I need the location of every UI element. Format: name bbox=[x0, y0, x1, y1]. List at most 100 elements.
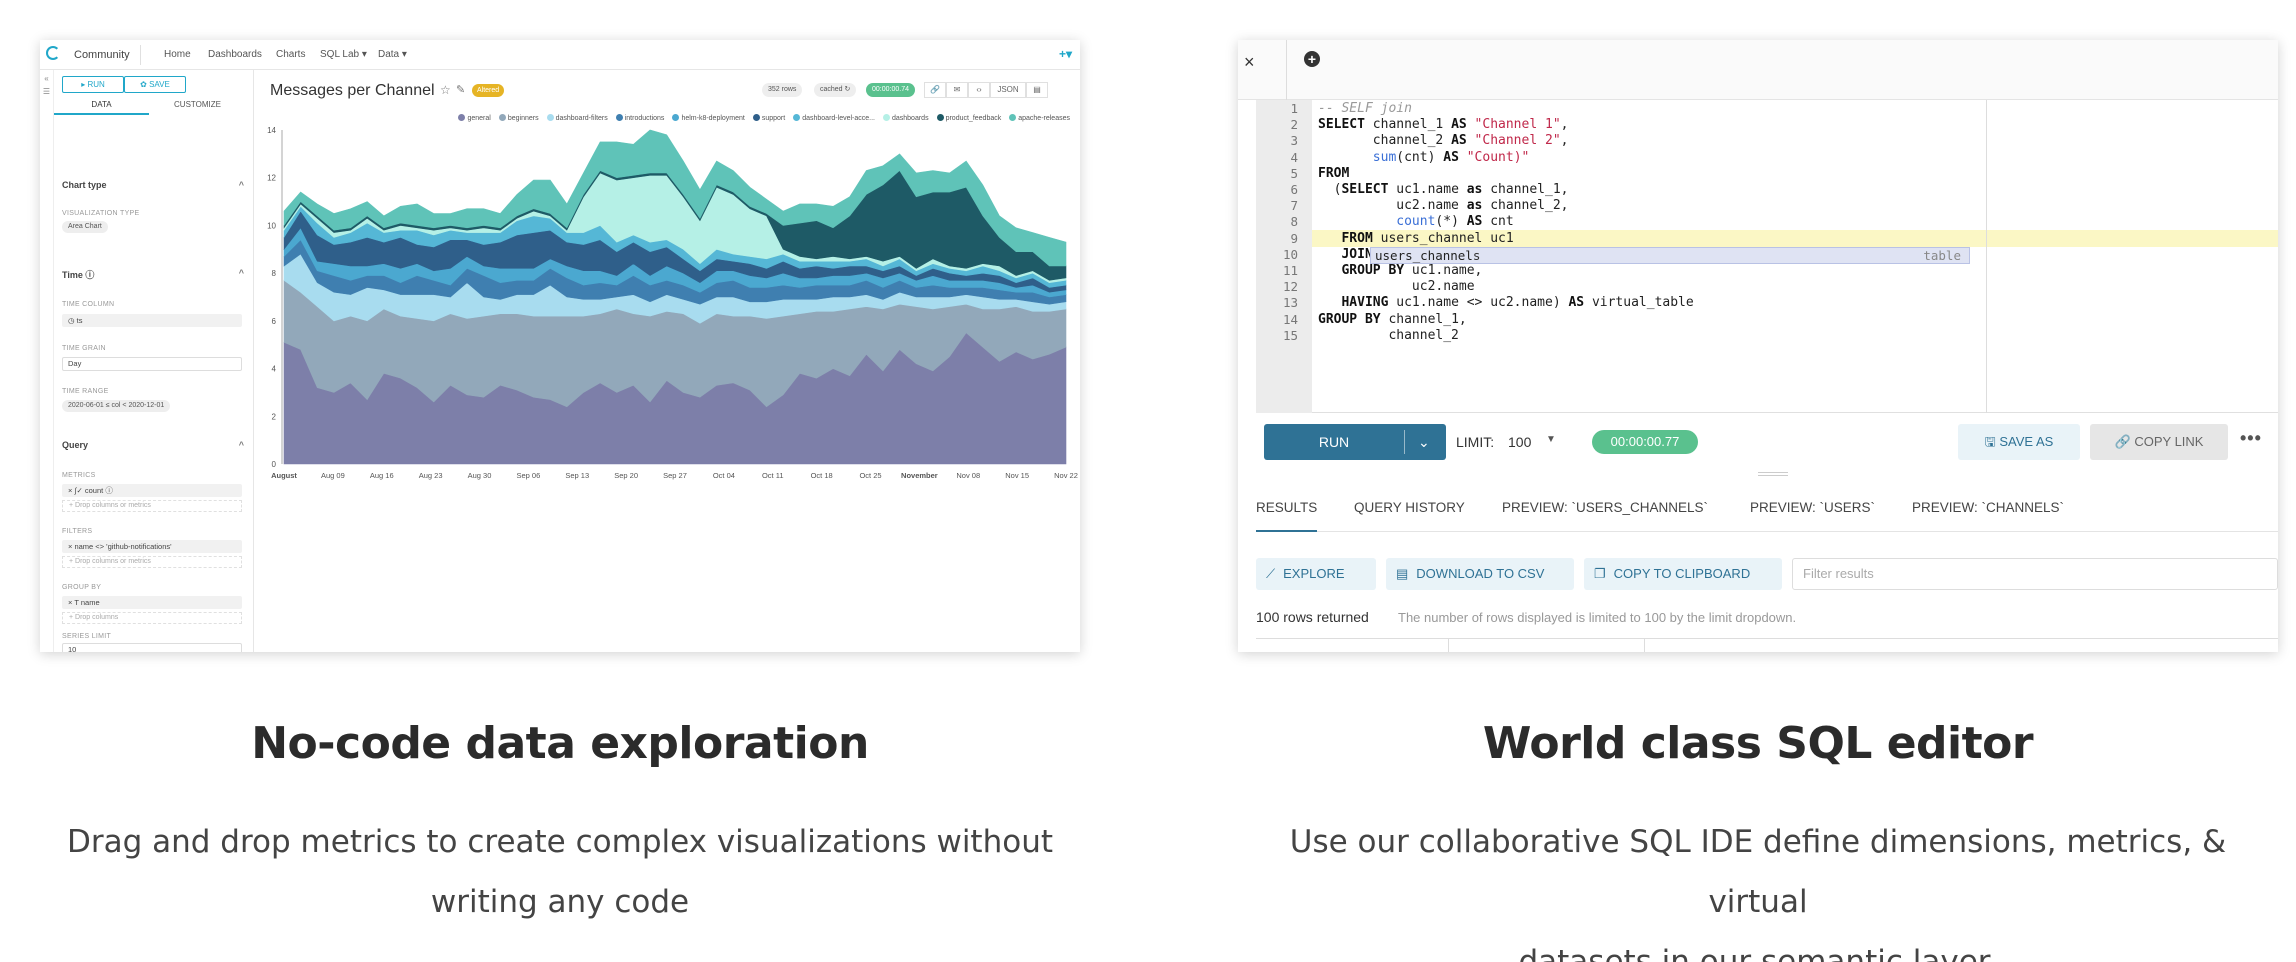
chart-line-icon: ⟋ bbox=[1266, 566, 1276, 581]
nav-home[interactable]: Home bbox=[164, 49, 191, 60]
left-caption-title: No-code data exploration bbox=[251, 718, 869, 769]
legend-swatch bbox=[615, 114, 623, 121]
cached-badge[interactable]: cached ↻ bbox=[814, 83, 857, 97]
star-icon[interactable]: ☆ bbox=[440, 83, 451, 97]
time-range-value[interactable]: 2020-06-01 ≤ col < 2020-12-01 bbox=[62, 400, 171, 412]
list-icon[interactable]: ☰ bbox=[42, 87, 51, 96]
link-icon[interactable]: 🔗 bbox=[924, 82, 946, 98]
x-tick-label: Aug 23 bbox=[419, 471, 443, 480]
legend-swatch bbox=[752, 114, 760, 121]
tab-preview-channels[interactable]: PREVIEW: `CHANNELS` bbox=[1912, 500, 2065, 515]
run-query-button[interactable]: RUN ⌄ bbox=[1264, 424, 1446, 460]
tab-data[interactable]: DATA bbox=[54, 100, 149, 115]
metric-item[interactable]: × ∫✓ count ⓘ bbox=[62, 484, 242, 497]
filter-results-input[interactable]: Filter results bbox=[1792, 558, 2278, 590]
area-series-apache-releases[interactable] bbox=[283, 129, 1067, 267]
download-csv-button[interactable]: ▤ DOWNLOAD TO CSV bbox=[1386, 558, 1574, 590]
altered-badge[interactable]: Altered bbox=[472, 84, 505, 97]
legend-item[interactable]: beginners bbox=[498, 114, 539, 122]
nav-data[interactable]: Data ▾ bbox=[378, 49, 407, 60]
close-tab-icon[interactable]: × bbox=[1244, 52, 1255, 72]
embed-code-icon[interactable]: ‹› bbox=[968, 82, 990, 98]
legend-swatch bbox=[936, 114, 944, 121]
x-tick-label: Nov 15 bbox=[1005, 471, 1029, 480]
x-tick-label: Nov 08 bbox=[956, 471, 980, 480]
save-button[interactable]: ✿ SAVE bbox=[124, 76, 186, 93]
line-number: 4 bbox=[1290, 149, 1298, 165]
save-as-label: SAVE AS bbox=[1999, 434, 2054, 449]
time-column-field[interactable]: ◷ ts bbox=[62, 314, 242, 327]
explore-button[interactable]: ⟋ EXPLORE bbox=[1256, 558, 1376, 590]
tab-preview-users[interactable]: PREVIEW: `USERS` bbox=[1750, 500, 1876, 515]
legend-item[interactable]: dashboard-level-acce... bbox=[793, 114, 875, 122]
chevron-up-icon: ^ bbox=[238, 440, 244, 450]
chart-panel: Messages per Channel ☆ ✎ Altered 352 row… bbox=[254, 70, 1080, 652]
legend-label: beginners bbox=[507, 115, 539, 122]
legend-item[interactable]: apache-releases bbox=[1009, 114, 1070, 122]
results-grid bbox=[1256, 638, 2278, 652]
metrics-drop-zone[interactable]: + Drop columns or metrics bbox=[62, 500, 242, 512]
resize-handle[interactable] bbox=[1758, 472, 1788, 476]
tab-customize[interactable]: CUSTOMIZE bbox=[174, 100, 221, 109]
plus-menu-icon[interactable]: +▾ bbox=[1058, 47, 1072, 61]
tab-query-history[interactable]: QUERY HISTORY bbox=[1354, 500, 1465, 515]
email-icon[interactable]: ✉ bbox=[946, 82, 968, 98]
chart-type-section[interactable]: Chart type ^ bbox=[62, 180, 246, 190]
viz-type-value[interactable]: Area Chart bbox=[62, 221, 108, 233]
tab-results[interactable]: RESULTS bbox=[1256, 498, 1318, 532]
copy-clipboard-button[interactable]: ❐ COPY TO CLIPBOARD bbox=[1584, 558, 1782, 590]
rows-limit-note: The number of rows displayed is limited … bbox=[1398, 610, 1797, 625]
group-by-label: GROUP BY bbox=[62, 584, 102, 591]
legend-swatch bbox=[498, 114, 506, 121]
y-tick-label: 2 bbox=[272, 412, 277, 421]
code-line: FROM users_channel uc1 bbox=[1341, 230, 1514, 246]
chevron-down-icon[interactable]: ⌄ bbox=[1418, 434, 1430, 450]
results-actions: ⟋ EXPLORE ▤ DOWNLOAD TO CSV ❐ COPY TO CLIPB… bbox=[1256, 558, 2278, 590]
sql-toolbar: RUN ⌄ LIMIT: 100 ▼ 00:00:00.77 🖫 SAVE AS… bbox=[1256, 420, 2278, 464]
tab-preview-users-channels[interactable]: PREVIEW: `USERS_CHANNELS` bbox=[1502, 500, 1709, 515]
series-limit-label: SERIES LIMIT bbox=[62, 633, 112, 640]
legend-item[interactable]: product_feedback bbox=[936, 114, 1001, 122]
more-options-icon[interactable]: ••• bbox=[2240, 428, 2262, 448]
run-button[interactable]: ▸ RUN bbox=[62, 76, 124, 93]
save-as-button[interactable]: 🖫 SAVE AS bbox=[1958, 424, 2080, 460]
filter-item[interactable]: × name <> 'github-notifications' bbox=[62, 540, 242, 553]
limit-dropdown[interactable]: 100 bbox=[1508, 434, 1532, 450]
json-button[interactable]: JSON bbox=[990, 82, 1026, 98]
legend-item[interactable]: support bbox=[752, 114, 785, 122]
superset-logo-icon[interactable] bbox=[46, 46, 60, 60]
legend-item[interactable]: introductions bbox=[615, 114, 665, 122]
query-section[interactable]: Query ^ bbox=[62, 440, 246, 450]
legend-label: introductions bbox=[624, 115, 665, 122]
nav-dashboards[interactable]: Dashboards bbox=[208, 49, 262, 60]
legend-item[interactable]: general bbox=[458, 114, 491, 122]
nav-charts[interactable]: Charts bbox=[276, 49, 306, 60]
legend-item[interactable]: dashboards bbox=[882, 114, 929, 122]
autocomplete-match: users_channel bbox=[1375, 248, 1473, 263]
time-grain-select[interactable]: Day bbox=[62, 357, 242, 371]
line-number: 13 bbox=[1282, 295, 1298, 311]
autocomplete-suggestion[interactable]: users_channels table bbox=[1370, 247, 1970, 264]
add-tab-icon[interactable]: + bbox=[1304, 51, 1320, 67]
copy-link-button[interactable]: 🔗 COPY LINK bbox=[2090, 424, 2228, 460]
group-by-drop-zone[interactable]: + Drop columns bbox=[62, 612, 242, 624]
sql-code-editor[interactable]: 1 2 3 4 5 6 7 8 9 10 11 12 13 14 15 -- SELF join SELECT… bbox=[1256, 100, 2278, 413]
csv-icon[interactable]: ▤ bbox=[1026, 82, 1048, 98]
legend-item[interactable]: dashboard-filters bbox=[546, 114, 608, 122]
limit-label: LIMIT: bbox=[1456, 434, 1495, 450]
area-chart: 0 2 4 6 8 10 12 14 August Aug 09 Aug 16 Aug 23 Aug 3… bbox=[267, 126, 1078, 480]
x-tick-label: August bbox=[271, 471, 297, 480]
timer-badge: 00:00:00.74 bbox=[866, 83, 915, 97]
y-tick-label: 4 bbox=[272, 365, 277, 374]
filters-drop-zone[interactable]: + Drop columns or metrics bbox=[62, 556, 242, 568]
series-limit-select[interactable]: 10 bbox=[62, 643, 242, 652]
time-section[interactable]: Time ⓘ ^ bbox=[62, 268, 246, 281]
legend-item[interactable]: helm-k8-deployment bbox=[672, 114, 745, 122]
group-by-item[interactable]: × T name bbox=[62, 596, 242, 609]
sql-editor-screenshot: × + 1 2 3 4 5 6 7 8 9 10 11 12 13 14 15 -- SELF join SE… bbox=[1238, 40, 2278, 652]
tab-divider bbox=[1286, 40, 1287, 100]
caret-down-icon[interactable]: ▼ bbox=[1546, 434, 1556, 445]
nav-sql-lab[interactable]: SQL Lab ▾ bbox=[320, 49, 367, 60]
edit-icon[interactable]: ✎ bbox=[456, 84, 466, 96]
collapse-icon[interactable]: « bbox=[44, 74, 49, 83]
